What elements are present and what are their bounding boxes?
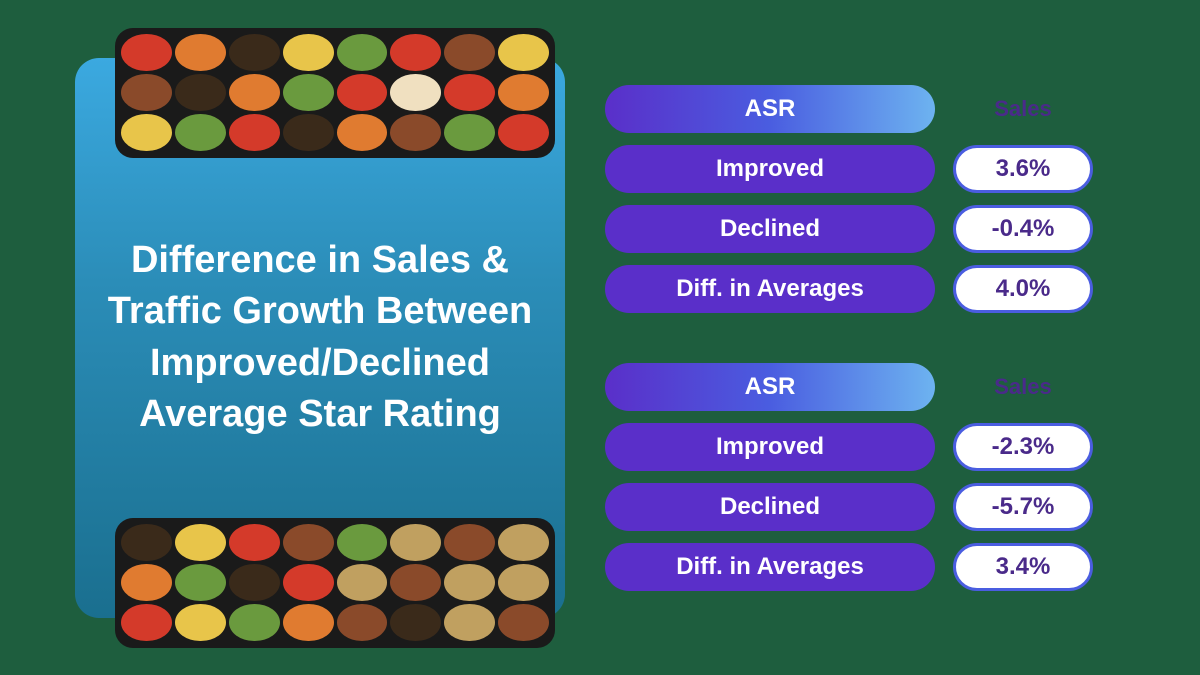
asr-header: ASR (605, 85, 935, 133)
title-card: Difference in Sales & Traffic Growth Bet… (75, 58, 565, 618)
row-label-declined: Declined (605, 483, 935, 531)
table-row: Diff. in Averages 4.0% (605, 265, 1125, 313)
table-row: Diff. in Averages 3.4% (605, 543, 1125, 591)
table-row: Declined -5.7% (605, 483, 1125, 531)
table-1: ASR Sales Improved 3.6% Declined -0.4% D… (605, 85, 1125, 313)
row-value: -2.3% (953, 423, 1093, 471)
data-tables: ASR Sales Improved 3.6% Declined -0.4% D… (605, 85, 1125, 591)
table-header-row: ASR Sales (605, 85, 1125, 133)
table-2: ASR Sales Improved -2.3% Declined -5.7% … (605, 363, 1125, 591)
food-image-bottom (115, 518, 555, 648)
row-value: 3.6% (953, 145, 1093, 193)
table-row: Declined -0.4% (605, 205, 1125, 253)
row-label-diff: Diff. in Averages (605, 543, 935, 591)
row-value: 3.4% (953, 543, 1093, 591)
row-value: -5.7% (953, 483, 1093, 531)
row-label-diff: Diff. in Averages (605, 265, 935, 313)
row-label-improved: Improved (605, 145, 935, 193)
row-value: -0.4% (953, 205, 1093, 253)
sales-column-header: Sales (953, 374, 1093, 400)
row-label-improved: Improved (605, 423, 935, 471)
sales-column-header: Sales (953, 96, 1093, 122)
asr-header: ASR (605, 363, 935, 411)
row-value: 4.0% (953, 265, 1093, 313)
table-header-row: ASR Sales (605, 363, 1125, 411)
food-image-top (115, 28, 555, 158)
table-row: Improved -2.3% (605, 423, 1125, 471)
row-label-declined: Declined (605, 205, 935, 253)
card-title: Difference in Sales & Traffic Growth Bet… (105, 235, 535, 440)
table-row: Improved 3.6% (605, 145, 1125, 193)
